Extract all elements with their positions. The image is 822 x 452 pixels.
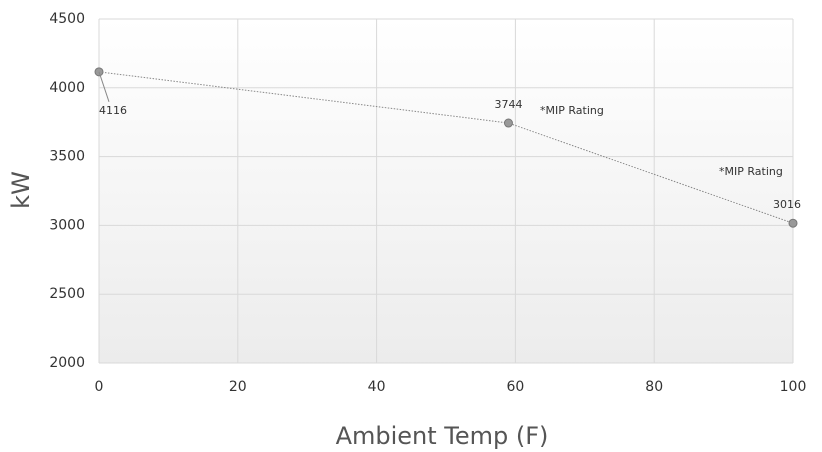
x-tick-label: 100: [780, 379, 807, 395]
x-tick-label: 60: [506, 379, 524, 395]
y-tick-label: 3500: [49, 149, 85, 165]
x-tick-label: 20: [229, 379, 247, 395]
data-label: 3744: [494, 98, 522, 111]
plot-area: [99, 19, 793, 363]
data-point: [503, 118, 513, 128]
y-tick-label: 4000: [49, 80, 85, 96]
y-axis-title: kW: [7, 171, 35, 209]
y-tick-label: 2000: [49, 355, 85, 371]
annotation: *MIP Rating: [540, 104, 604, 117]
leader-line: [98, 71, 110, 102]
data-point: [788, 218, 798, 228]
y-tick-label: 3000: [49, 217, 85, 233]
data-label: 3016: [773, 198, 801, 211]
x-axis-title: Ambient Temp (F): [336, 422, 549, 450]
x-tick-label: 80: [645, 379, 663, 395]
annotation: *MIP Rating: [719, 165, 783, 178]
y-tick-label: 4500: [49, 11, 85, 27]
x-tick-label: 0: [95, 379, 104, 395]
y-tick-label: 2500: [49, 286, 85, 302]
x-tick-label: 40: [368, 379, 386, 395]
data-label: 4116: [99, 104, 127, 117]
